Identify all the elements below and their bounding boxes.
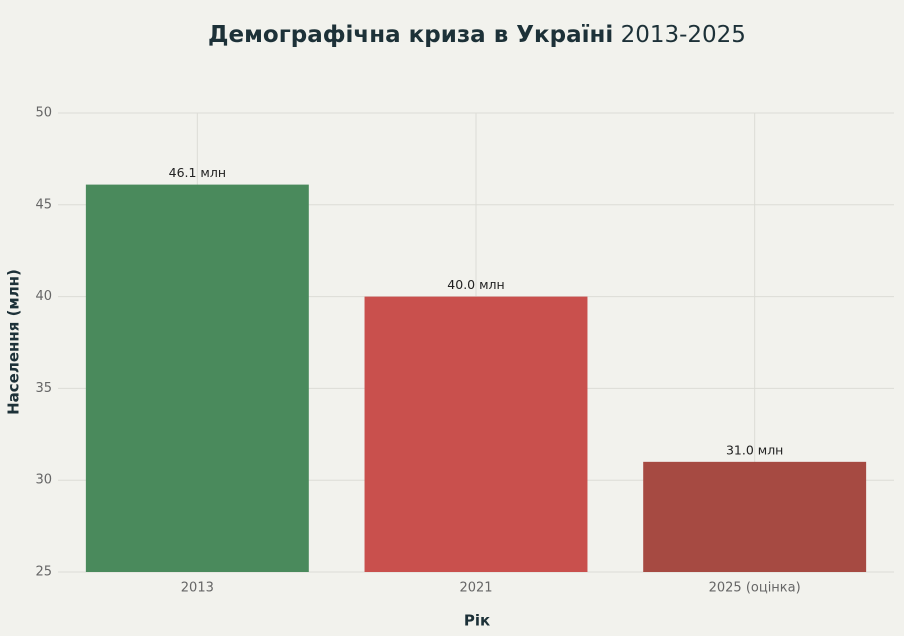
value-label: 46.1 млн	[169, 165, 226, 180]
y-axis-label: Населення (млн)	[5, 269, 23, 415]
x-axis-label: Рік	[464, 612, 490, 630]
bar	[85, 184, 309, 572]
title-main: Демографічна криза в Україні	[208, 22, 613, 48]
y-tick-label: 30	[35, 473, 52, 488]
y-tick-label: 40	[35, 289, 52, 304]
y-tick-label: 35	[35, 381, 52, 396]
chart-title: Демографічна криза в Україні 2013-2025	[208, 22, 746, 48]
y-tick-label: 25	[35, 565, 52, 580]
bar	[643, 461, 867, 572]
x-tick-label: 2021	[459, 581, 492, 596]
title-years: 2013-2025	[621, 22, 746, 48]
value-label: 31.0 млн	[726, 442, 783, 457]
y-tick-label: 45	[35, 197, 52, 212]
x-tick-label: 2013	[181, 581, 214, 596]
value-label: 40.0 млн	[447, 277, 504, 292]
y-tick-label: 50	[35, 106, 52, 121]
x-tick-label: 2025 (оцінка)	[709, 581, 801, 596]
bar	[364, 296, 588, 572]
